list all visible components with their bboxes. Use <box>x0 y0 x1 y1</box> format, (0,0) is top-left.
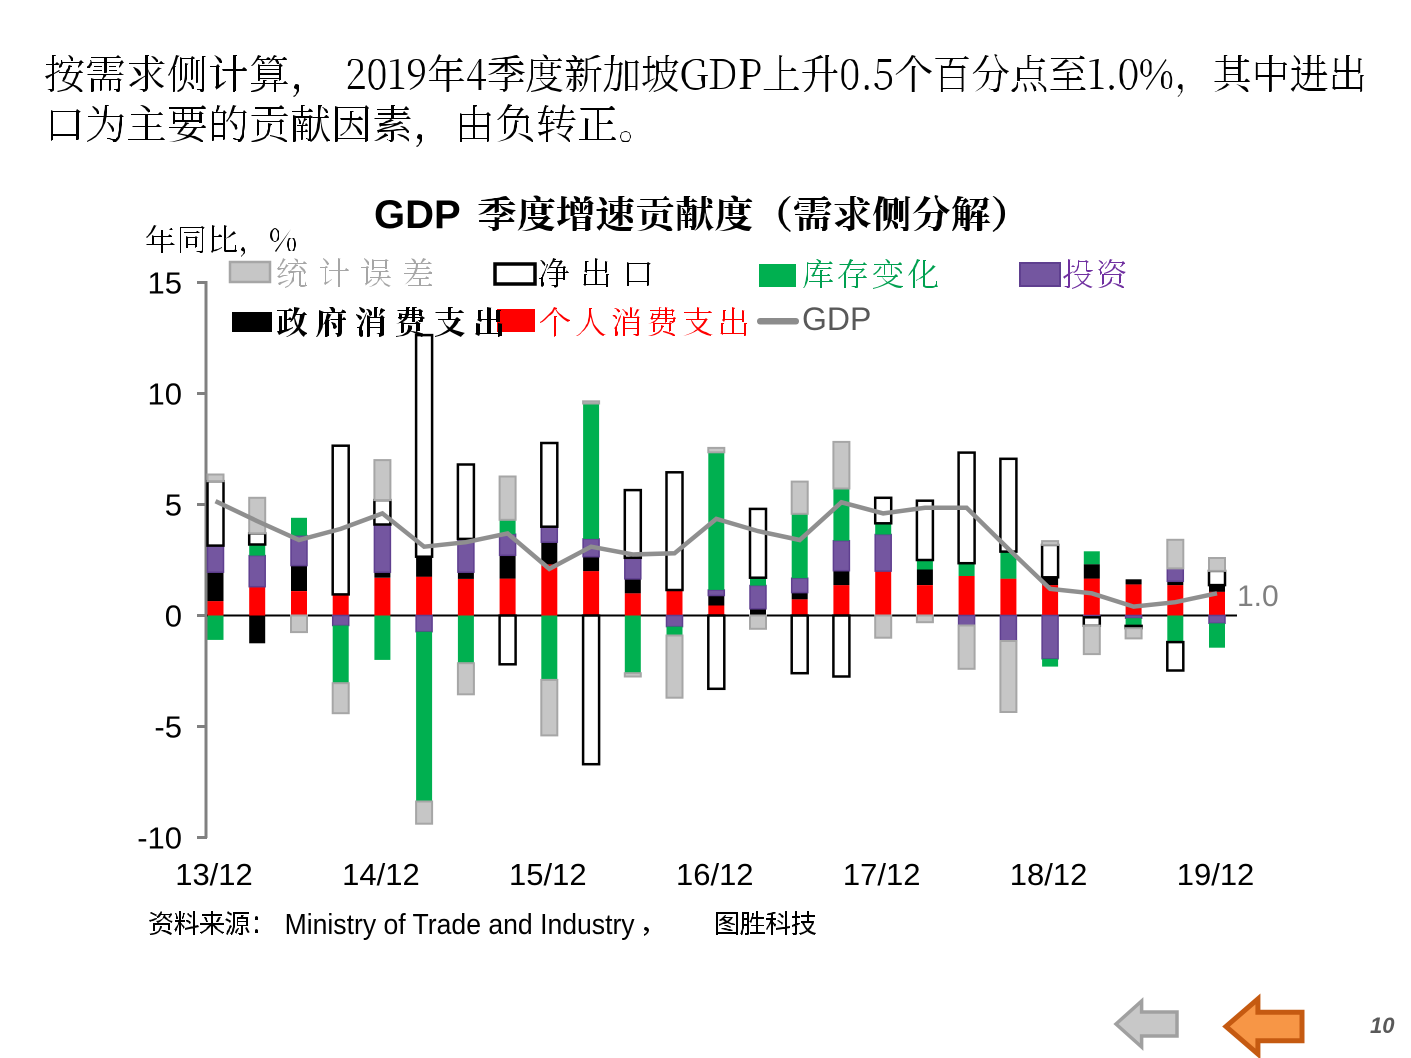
svg-text:-5: -5 <box>154 710 182 745</box>
svg-text:18/12: 18/12 <box>1010 857 1088 892</box>
svg-text:5: 5 <box>165 488 182 523</box>
svg-text:14/12: 14/12 <box>342 857 420 892</box>
svg-text:10: 10 <box>148 377 182 412</box>
svg-text:1.0: 1.0 <box>1237 580 1279 613</box>
svg-text:16/12: 16/12 <box>676 857 754 892</box>
svg-text:10: 10 <box>1370 1013 1395 1038</box>
svg-text:Ministry of Trade and Industry: Ministry of Trade and Industry <box>285 909 635 941</box>
svg-text:-10: -10 <box>137 821 182 856</box>
svg-text:17/12: 17/12 <box>843 857 921 892</box>
svg-text:15: 15 <box>148 266 182 301</box>
svg-text:19/12: 19/12 <box>1177 857 1255 892</box>
svg-text:13/12: 13/12 <box>175 857 253 892</box>
svg-text:GDP: GDP <box>374 193 461 237</box>
svg-text:15/12: 15/12 <box>509 857 587 892</box>
svg-text:GDP: GDP <box>802 301 871 337</box>
svg-text:0: 0 <box>165 599 182 634</box>
